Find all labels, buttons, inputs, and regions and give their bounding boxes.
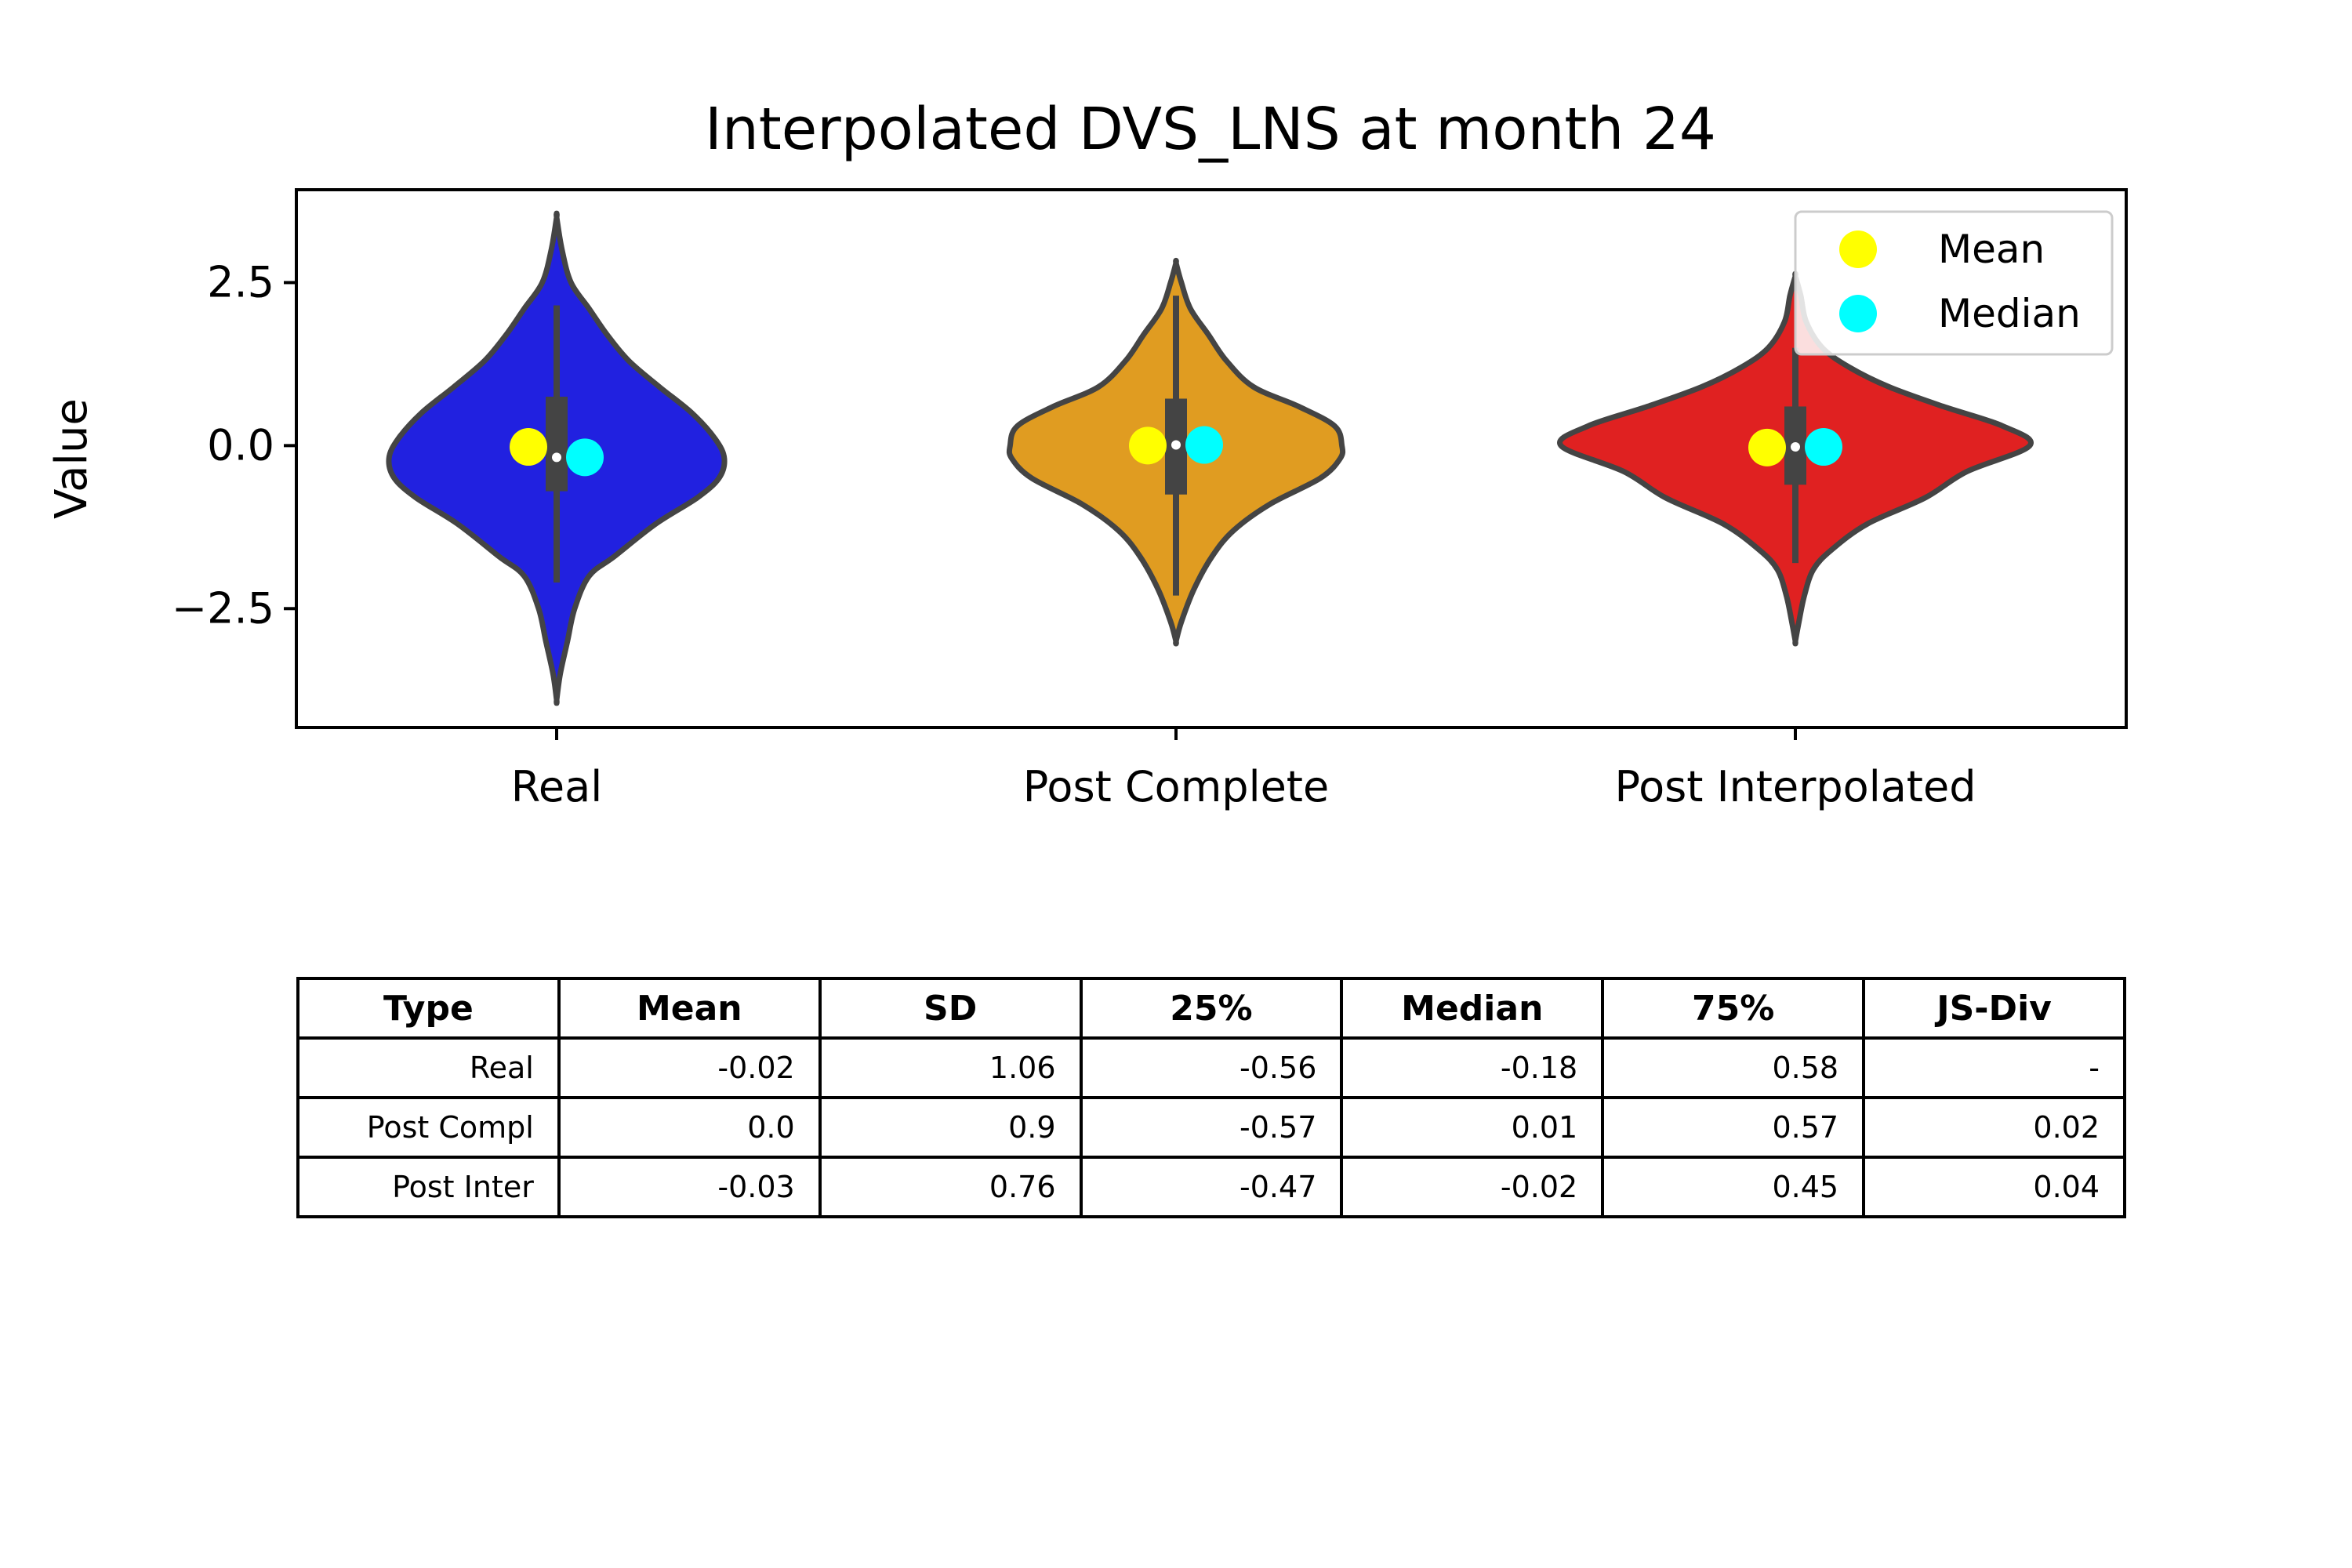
table-header-cell: JS-Div: [1862, 977, 2126, 1040]
table-cell: -0.02: [557, 1036, 822, 1099]
plot-frame: [295, 188, 2128, 729]
y-axis-label: Value: [46, 398, 97, 519]
table-cell: 0.45: [1601, 1156, 1866, 1218]
median-dot: [1791, 442, 1800, 452]
y-tick-label: 2.5: [207, 257, 274, 307]
table-header-cell: 25%: [1079, 977, 1344, 1040]
y-tick-label: 0.0: [207, 420, 274, 470]
median-marker: [1185, 426, 1223, 464]
table-cell: 0.57: [1601, 1096, 1866, 1159]
table-body: Real -0.02 1.06 -0.56 -0.18 0.58- Post Compl 0.…: [296, 1036, 2126, 1218]
table-cell: -0.47: [1079, 1156, 1344, 1218]
table-cell: -0.02: [1340, 1156, 1605, 1218]
legend: Mean Median: [1794, 210, 2114, 356]
table-cell: 0.76: [818, 1156, 1083, 1218]
table-header-cell: Median: [1340, 977, 1605, 1040]
table-header-cell: 75%: [1601, 977, 1866, 1040]
table-cell: 1.06: [818, 1036, 1083, 1099]
table-cell: Post Compl: [296, 1096, 561, 1159]
legend-swatch-mean: [1839, 230, 1877, 268]
plot-area: Real Post Complete Post Interpolated: [386, 210, 2034, 811]
legend-label-mean: Mean: [1938, 227, 2045, 272]
table-cell: 0.04: [1862, 1156, 2126, 1218]
x-tick-label: Post Interpolated: [1615, 762, 1976, 811]
mean-marker: [1129, 426, 1167, 465]
table-cell: 0.0: [557, 1096, 822, 1159]
x-tick-label: Post Complete: [1023, 762, 1329, 811]
table-header-cell: Mean: [557, 977, 822, 1040]
median-marker: [1805, 428, 1842, 466]
table-cell: -0.18: [1340, 1036, 1605, 1099]
table-cell: -0.57: [1079, 1096, 1344, 1159]
median-marker: [566, 438, 604, 477]
median-dot: [1171, 440, 1181, 450]
table-row: Real -0.02 1.06 -0.56 -0.18 0.58-: [296, 1036, 2126, 1099]
mean-marker: [1748, 428, 1786, 466]
x-tick-label: Real: [511, 762, 602, 811]
legend-swatch-median: [1839, 295, 1877, 332]
table-cell: Post Inter: [296, 1156, 561, 1218]
chart-title: Interpolated DVS_LNS at month 24: [705, 96, 1716, 163]
table-header-cell: SD: [818, 977, 1083, 1040]
table-cell: 0.58: [1601, 1036, 1866, 1099]
stats-table: Type Mean SD 25% Median 75% JS-Div Real -0.02 1.…: [296, 977, 2126, 1218]
table-header-row: Type Mean SD 25% Median 75% JS-Div: [296, 977, 2126, 1040]
legend-label-median: Median: [1938, 291, 2081, 336]
table-cell: -: [1862, 1036, 2126, 1099]
table-row: Post Inter -0.03 0.76 -0.47 -0.02 0.45 0.04: [296, 1156, 2126, 1218]
table-cell: 0.9: [818, 1096, 1083, 1159]
table-cell: 0.02: [1862, 1096, 2126, 1159]
table-header-cell: Type: [296, 977, 561, 1040]
iqr-box: [546, 396, 568, 492]
table-cell: 0.01: [1340, 1096, 1605, 1159]
table-cell: -0.03: [557, 1156, 822, 1218]
mean-marker: [510, 428, 547, 466]
median-dot: [552, 452, 561, 463]
table-cell: Real: [296, 1036, 561, 1099]
table-cell: -0.56: [1079, 1036, 1344, 1099]
table-row: Post Compl 0.0 0.9 -0.57 0.01 0.57 0.02: [296, 1096, 2126, 1159]
y-tick-label: −2.5: [172, 583, 274, 633]
